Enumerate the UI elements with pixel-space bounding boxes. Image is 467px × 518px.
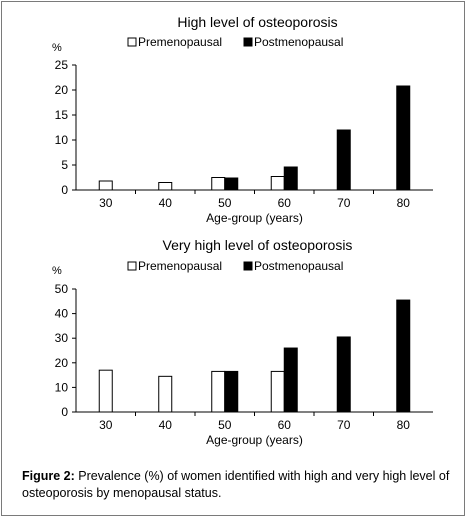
chart2-bar-postmenopausal-70 bbox=[336, 336, 351, 413]
chart2-x-axis-label: Age-group (years) bbox=[206, 433, 303, 447]
chart2-bar-premenopausal-30 bbox=[98, 369, 113, 413]
chart2-x-tick-label-2: 50 bbox=[218, 418, 232, 432]
chart2-x-tick-label-4: 70 bbox=[337, 418, 351, 432]
chart1-y-tick-label-1: 5 bbox=[61, 158, 68, 172]
chart1-x-tick-label-4: 70 bbox=[337, 196, 351, 210]
chart2-y-tick-label-3: 30 bbox=[55, 331, 69, 345]
chart1-bar-postmenopausal-80 bbox=[396, 85, 411, 191]
chart2-legend-label-premenopausal: Premenopausal bbox=[138, 259, 222, 273]
chart2-bar-premenopausal-40 bbox=[158, 375, 173, 413]
chart2-bar-postmenopausal-50 bbox=[224, 370, 239, 413]
chart1-x-tick-label-1: 40 bbox=[159, 196, 173, 210]
chart2-x-tick-label-3: 60 bbox=[278, 418, 292, 432]
chart2-y-tick-label-2: 20 bbox=[55, 356, 69, 370]
chart1-bar-premenopausal-40 bbox=[158, 182, 173, 191]
chart2-y-tick-label-5: 50 bbox=[55, 282, 69, 296]
chart2-legend-label-postmenopausal: Postmenopausal bbox=[254, 259, 343, 273]
chart1-y-unit: % bbox=[52, 42, 62, 54]
chart2-x-tick-label-5: 80 bbox=[397, 418, 411, 432]
chart2-x-tick-label-0: 30 bbox=[99, 418, 113, 432]
chart1-x-tick-label-2: 50 bbox=[218, 196, 232, 210]
figure-caption: Figure 2: Prevalence (%) of women identi… bbox=[22, 468, 454, 502]
chart2-x-tick-label-1: 40 bbox=[159, 418, 173, 432]
chart1-title: High level of osteoporosis bbox=[177, 14, 337, 30]
chart1-legend-swatch-premenopausal bbox=[127, 37, 137, 47]
chart1-bar-postmenopausal-70 bbox=[336, 129, 351, 191]
chart1-y-tick-label-5: 25 bbox=[55, 58, 69, 72]
chart1-x-axis-label: Age-group (years) bbox=[206, 211, 303, 225]
chart1-legend-swatch-postmenopausal bbox=[243, 37, 253, 47]
chart1-y-tick-label-3: 15 bbox=[55, 108, 69, 122]
chart1-x-tick-label-3: 60 bbox=[278, 196, 292, 210]
chart2-y-tick-label-1: 10 bbox=[55, 380, 69, 394]
chart1-bar-postmenopausal-60 bbox=[283, 166, 298, 191]
chart1-legend-label-premenopausal: Premenopausal bbox=[138, 35, 222, 49]
caption-text: Prevalence (%) of women identified with … bbox=[22, 469, 450, 500]
chart2-bar-postmenopausal-60 bbox=[283, 347, 298, 413]
chart1-y-tick-label-4: 20 bbox=[55, 83, 69, 97]
chart1-y-tick-label-2: 10 bbox=[55, 133, 69, 147]
chart2-legend-swatch-premenopausal bbox=[127, 261, 137, 271]
chart1-y-tick-label-0: 0 bbox=[61, 183, 68, 197]
chart2-legend-swatch-postmenopausal bbox=[243, 261, 253, 271]
caption-label: Figure 2: bbox=[22, 469, 75, 483]
chart2-bar-postmenopausal-80 bbox=[396, 299, 411, 413]
chart2-bar-premenopausal-50 bbox=[211, 370, 226, 413]
chart2-y-tick-label-0: 0 bbox=[61, 405, 68, 419]
chart1-x-tick-label-0: 30 bbox=[99, 196, 113, 210]
chart1-legend-label-postmenopausal: Postmenopausal bbox=[254, 35, 343, 49]
chart1-x-tick-label-5: 80 bbox=[397, 196, 411, 210]
chart1-bar-premenopausal-60 bbox=[270, 176, 285, 191]
chart2-title: Very high level of osteoporosis bbox=[163, 237, 353, 253]
chart1-bar-postmenopausal-50 bbox=[224, 177, 239, 191]
chart2-bar-premenopausal-60 bbox=[270, 370, 285, 413]
chart2-y-tick-label-4: 40 bbox=[55, 307, 69, 321]
chart1-bar-premenopausal-50 bbox=[211, 177, 226, 191]
chart2-y-unit: % bbox=[52, 265, 62, 277]
chart1-bar-premenopausal-30 bbox=[98, 180, 113, 191]
